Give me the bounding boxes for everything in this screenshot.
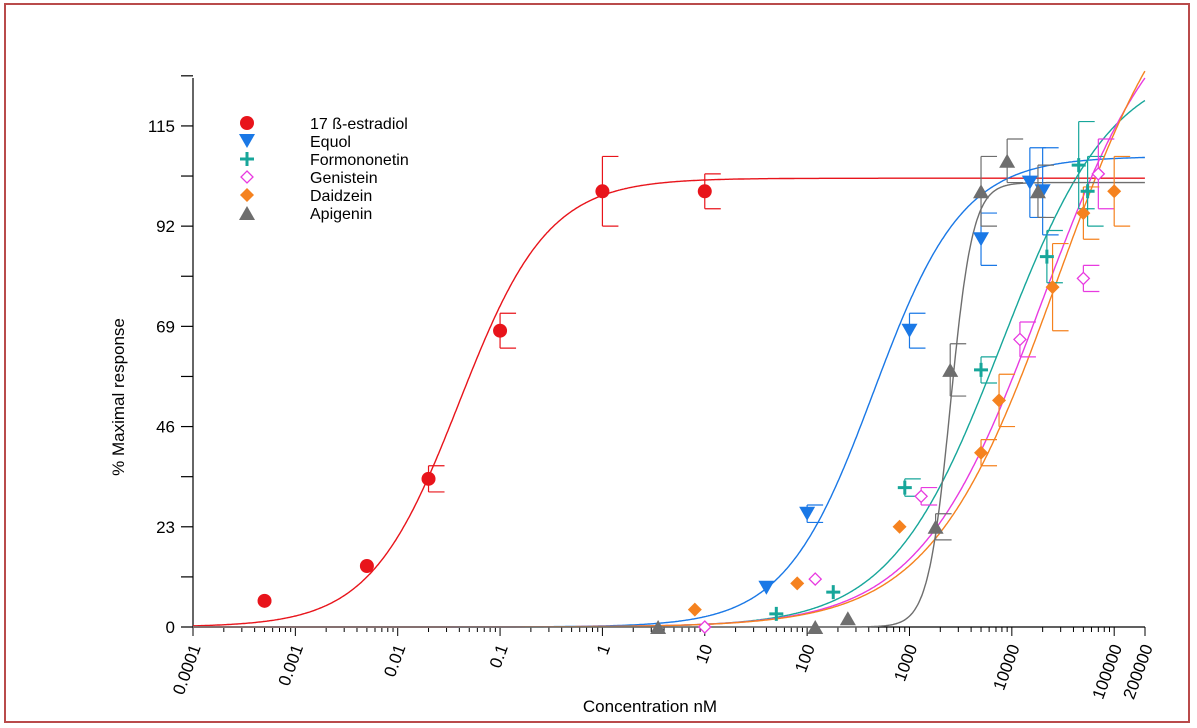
x-tick-label: 0.001 [275, 642, 307, 688]
legend-label: Formononetin [310, 152, 409, 169]
y-tick-label: 23 [156, 518, 175, 537]
data-point [807, 620, 824, 634]
data-point [1045, 280, 1060, 295]
data-point [1039, 249, 1054, 264]
x-tick-label: 10000 [990, 642, 1024, 693]
legend-marker [240, 170, 254, 184]
data-point [687, 602, 702, 617]
data-point [493, 323, 508, 338]
data-points [257, 153, 1122, 634]
fit-curve [193, 181, 1145, 628]
data-point [1013, 332, 1027, 347]
x-tick-label: 0.01 [380, 642, 409, 680]
data-point [359, 559, 374, 573]
legend-label: Genistein [310, 170, 378, 187]
data-point [790, 576, 805, 591]
data-point [914, 489, 929, 504]
data-point [1076, 206, 1091, 221]
data-point [927, 519, 944, 534]
data-point [901, 323, 918, 338]
legend-marker [240, 116, 254, 130]
x-tick-label: 0.0001 [169, 642, 205, 697]
legend-label: Equol [310, 134, 351, 151]
data-point [697, 184, 712, 199]
y-tick-label: 69 [156, 317, 175, 336]
y-tick-label: 92 [156, 217, 175, 236]
legend-marker [240, 152, 254, 166]
x-tick-label: 1 [593, 642, 614, 657]
data-point [1029, 184, 1046, 199]
x-tick-label: 200000 [1120, 642, 1157, 702]
data-point [892, 519, 907, 534]
data-point [1091, 166, 1106, 181]
fit-curve [193, 156, 1145, 628]
data-point [826, 585, 841, 600]
data-point [799, 506, 816, 521]
data-point [650, 620, 667, 634]
data-point [973, 232, 990, 247]
legend-label: 17 ß-estradiol [310, 116, 408, 133]
error-bars [427, 120, 1131, 541]
chart-frame [4, 3, 1190, 723]
x-tick-label: 10 [692, 642, 716, 666]
data-point [697, 620, 712, 634]
data-point [839, 611, 856, 626]
data-point [1021, 175, 1038, 190]
x-axis-title: Concentration nM [583, 697, 717, 716]
legend-label: Daidzein [310, 188, 372, 205]
data-point [769, 606, 784, 621]
legend-label: Apigenin [310, 206, 372, 223]
legend: 17 ß-estradiolEquolFormononetinGenistein… [239, 116, 409, 223]
data-point [992, 393, 1007, 408]
y-axis-title: % Maximal response [109, 318, 128, 476]
data-point [257, 593, 272, 608]
fit-curve [192, 177, 1145, 627]
legend-marker [240, 188, 254, 202]
legend-marker [239, 134, 255, 148]
axes: 0 23 46 69 92 115 0.0001 0.001 0.01 0.1 1 10 100 1000… [148, 75, 1157, 702]
data-point [974, 445, 989, 460]
data-point [999, 153, 1016, 168]
data-point [808, 572, 823, 586]
data-point [1071, 158, 1086, 173]
y-tick-label: 46 [156, 418, 175, 437]
x-tick-label: 1000 [890, 642, 921, 684]
data-point [974, 362, 989, 377]
data-point [421, 471, 436, 486]
y-tick-label: 115 [148, 117, 175, 136]
data-point [1107, 184, 1122, 199]
data-point [973, 184, 990, 199]
y-tick-label: 0 [166, 618, 175, 637]
data-point [758, 580, 775, 595]
x-tick-label: 0.1 [486, 642, 512, 671]
data-point [1080, 184, 1095, 199]
legend-marker [239, 206, 255, 220]
data-point [595, 184, 610, 199]
x-tick-label: 100 [791, 642, 819, 675]
data-point [942, 362, 959, 377]
data-point [1076, 271, 1091, 286]
data-point [897, 480, 912, 495]
